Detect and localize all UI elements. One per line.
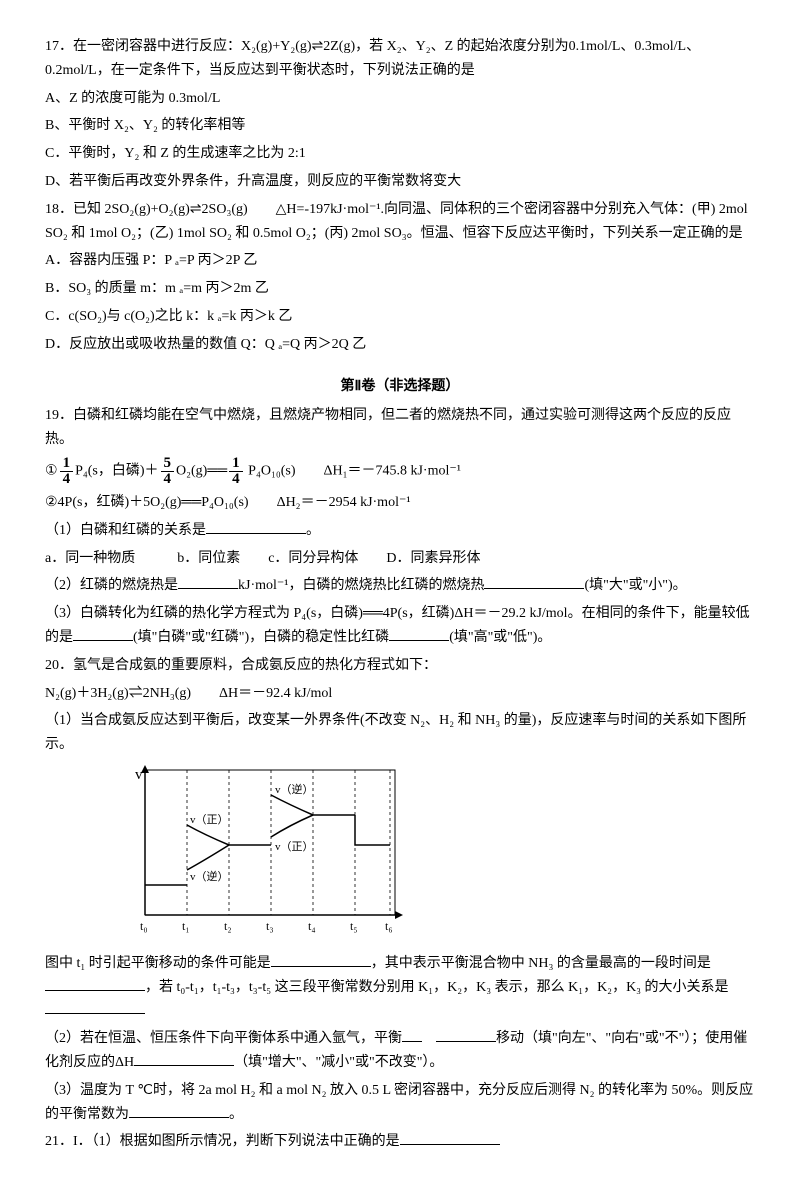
q20-p1b: 图中 t₁ 时引起平衡移动的条件可能是，其中表示平衡混合物中 NH₃ 的含量最高… (45, 952, 755, 1023)
q19-opts: a．同一种物质 b．同位素 c．同分异构体 D．同素异形体 (45, 547, 755, 571)
q20-p2: （2）若在恒温、恒压条件下向平衡体系中通入氩气，平衡 移动（填"向左"、"向右"… (45, 1027, 755, 1075)
q19-eq2: ②4P(s，红磷)＋5O₂(g)══P₄O₁₀(s) ΔH₂＝－2954 kJ·… (45, 491, 755, 515)
q20-p3: （3）温度为 T ℃时，将 2a mol H₂ 和 a mol N₂ 放入 0.… (45, 1079, 755, 1127)
svg-text:v（逆）: v（逆） (190, 869, 229, 883)
q21: 21．I．（1）根据如图所示情况，判断下列说法中正确的是 (45, 1130, 755, 1154)
q20-eq: N₂(g)＋3H₂(g)⇌2NH₃(g) ΔH＝－92.4 kJ/mol (45, 682, 755, 706)
q18-stem: 18．已知 2SO₂(g)+O₂(g)⇌2SO₃(g) △H=-197kJ·mo… (45, 198, 755, 246)
q20-p1: （1）当合成氨反应达到平衡后，改变某一外界条件(不改变 N₂、H₂ 和 NH₃ … (45, 709, 755, 757)
svg-text:t₂: t₂ (224, 919, 232, 933)
q18-C: C．c(SO₂)与 c(O₂)之比 k：k ₐ=k 丙＞k 乙 (45, 305, 755, 329)
q20-stem: 20．氢气是合成氨的重要原料，合成氨反应的热化方程式如下： (45, 654, 755, 678)
eq1a: P₄(s，白磷)＋ (75, 464, 158, 479)
svg-text:t₄: t₄ (308, 919, 316, 933)
q17-stem: 17．在一密闭容器中进行反应：X₂(g)+Y₂(g)⇌2Z(g)，若 X₂、Y₂… (45, 35, 755, 83)
svg-text:v（正）: v（正） (275, 840, 314, 853)
q17-C: C．平衡时，Y₂ 和 Z 的生成速率之比为 2:1 (45, 142, 755, 166)
rate-time-graph: v v（正） v（逆） v（逆） v（正） t₀ t₁ t₂ t₃ t₄ t₅ t₆ (125, 765, 755, 944)
svg-text:v（逆）: v（逆） (275, 782, 314, 796)
q19-eq1: ①14P₄(s，白磷)＋54O₂(g)══14 P₄O₁₀(s) ΔH₁＝－74… (45, 456, 755, 487)
svg-text:t₁: t₁ (182, 919, 190, 933)
q19-p1: （1）白磷和红磷的关系是。 (45, 519, 755, 543)
q17-B: B、平衡时 X₂、Y₂ 的转化率相等 (45, 114, 755, 138)
svg-text:v: v (135, 767, 143, 783)
svg-text:v（正）: v（正） (190, 813, 229, 826)
svg-text:t₆: t₆ (385, 919, 393, 933)
q19-p3: （3）白磷转化为红磷的热化学方程式为 P₄(s，白磷)══4P(s，红磷)ΔH＝… (45, 602, 755, 650)
q17-D: D、若平衡后再改变外界条件，升高温度，则反应的平衡常数将变大 (45, 170, 755, 194)
q18-D: D．反应放出或吸收热量的数值 Q：Q ₐ=Q 丙＞2Q 乙 (45, 333, 755, 357)
q18-B: B．SO₃ 的质量 m：m ₐ=m 丙＞2m 乙 (45, 277, 755, 301)
svg-text:t₅: t₅ (350, 919, 358, 933)
q19-stem: 19．白磷和红磷均能在空气中燃烧，且燃烧产物相同，但二者的燃烧热不同，通过实验可… (45, 404, 755, 452)
q17-A: A、Z 的浓度可能为 0.3mol/L (45, 87, 755, 111)
section-title: 第Ⅱ卷（非选择题） (45, 375, 755, 399)
svg-text:t₀: t₀ (140, 919, 148, 933)
svg-text:t₃: t₃ (266, 919, 274, 933)
q18-A: A．容器内压强 P：P ₐ=P 丙＞2P 乙 (45, 249, 755, 273)
q19-p2: （2）红磷的燃烧热是kJ·mol⁻¹，白磷的燃烧热比红磷的燃烧热(填"大"或"小… (45, 574, 755, 598)
eq1c: P₄O₁₀(s) ΔH₁＝－745.8 kJ·mol⁻¹ (245, 464, 461, 479)
eq1b: O₂(g)══ (176, 464, 227, 479)
